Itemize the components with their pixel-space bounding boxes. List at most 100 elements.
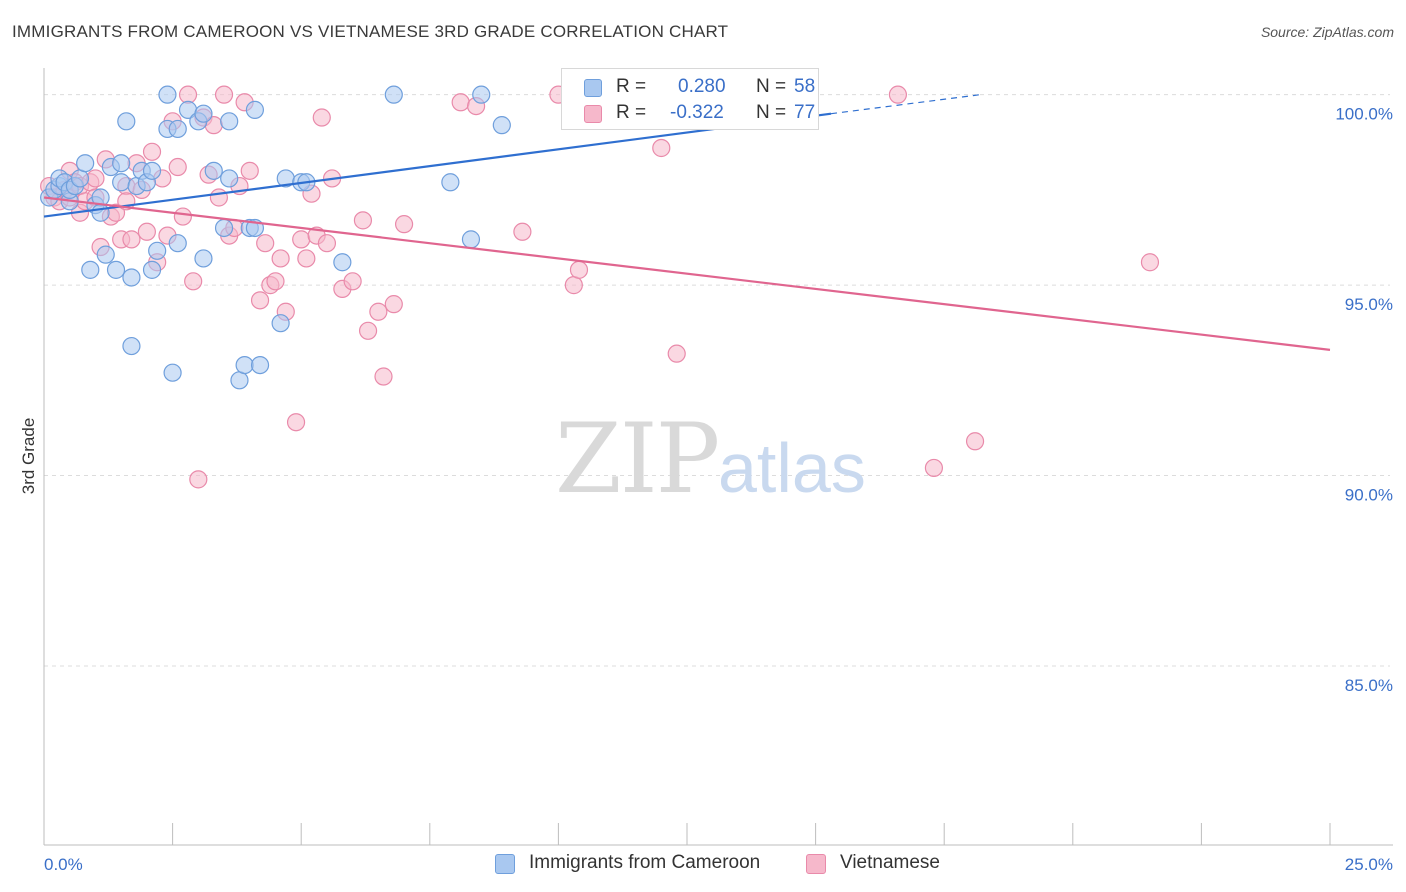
watermark: ZIP atlas xyxy=(555,403,866,515)
data-point xyxy=(369,302,388,321)
y-tick-label: 90.0% xyxy=(1345,486,1393,505)
data-point xyxy=(1140,253,1160,272)
data-point xyxy=(235,355,254,375)
trend-line xyxy=(43,112,832,218)
trend-lines xyxy=(43,94,1331,351)
data-point xyxy=(220,169,239,188)
x-tick-label: 0.0% xyxy=(44,855,83,874)
data-point xyxy=(230,371,249,390)
data-point xyxy=(271,249,290,268)
legend-swatch-blue xyxy=(584,79,602,97)
data-point xyxy=(924,458,944,478)
data-point xyxy=(194,104,213,123)
legend-r-value: 0.280 xyxy=(678,76,726,97)
data-point xyxy=(220,112,239,131)
data-point xyxy=(292,230,311,249)
data-point xyxy=(178,85,198,104)
data-point xyxy=(214,85,234,104)
data-point xyxy=(142,161,162,180)
data-point xyxy=(569,260,589,279)
series-cameroon xyxy=(40,85,799,390)
data-point xyxy=(441,173,460,192)
correlation-legend: R = 0.280 N = 58 R = -0.322 N = 77 xyxy=(561,68,819,130)
legend-n-value: 58 xyxy=(794,76,816,97)
data-point xyxy=(297,249,316,268)
source-label: Source: ZipAtlas.com xyxy=(1260,24,1394,40)
data-point xyxy=(266,272,285,291)
data-point xyxy=(189,470,208,489)
data-point xyxy=(86,169,105,188)
data-point xyxy=(168,234,187,253)
data-point xyxy=(184,272,203,291)
bottom-legend-label: Vietnamese xyxy=(840,852,940,873)
data-point xyxy=(240,161,259,180)
data-point xyxy=(250,291,270,310)
data-point xyxy=(81,260,100,279)
data-point xyxy=(271,314,290,333)
data-point xyxy=(106,260,126,279)
data-point xyxy=(70,169,90,188)
data-point xyxy=(142,142,162,161)
data-point xyxy=(394,215,414,234)
data-point xyxy=(112,154,131,173)
data-point xyxy=(122,268,141,287)
legend-r-label: R = xyxy=(616,76,647,97)
data-point xyxy=(250,355,270,375)
watermark-atlas: atlas xyxy=(718,429,866,507)
legend-r-label: R = xyxy=(616,102,647,123)
axes xyxy=(43,68,1393,846)
data-point xyxy=(245,100,265,119)
data-point xyxy=(158,85,177,104)
data-point xyxy=(472,85,491,104)
legend-swatch-pink xyxy=(584,105,602,123)
data-point xyxy=(461,230,481,249)
data-point xyxy=(384,85,403,104)
data-point xyxy=(204,161,223,180)
data-point xyxy=(117,112,136,131)
y-tick-label: 95.0% xyxy=(1345,295,1393,314)
data-point xyxy=(564,276,583,295)
data-point xyxy=(91,203,110,222)
data-point xyxy=(965,432,985,451)
bottom-legend-swatch-pink xyxy=(806,854,826,874)
data-point xyxy=(168,157,187,177)
data-point xyxy=(513,222,532,241)
data-point xyxy=(384,295,403,314)
y-tick-label: 100.0% xyxy=(1335,105,1393,124)
data-point xyxy=(112,173,131,192)
data-point xyxy=(317,234,337,253)
trend-line-extension xyxy=(830,94,981,115)
chart-title: IMMIGRANTS FROM CAMEROON VS VIETNAMESE 3… xyxy=(12,22,729,41)
data-point xyxy=(374,367,393,386)
data-point xyxy=(888,85,908,104)
data-point xyxy=(173,207,192,226)
data-point xyxy=(343,272,362,291)
data-point xyxy=(312,108,331,127)
data-point xyxy=(76,154,95,173)
y-axis-label: 3rd Grade xyxy=(19,418,38,495)
x-tick-label: 25.0% xyxy=(1345,855,1393,874)
data-point xyxy=(214,218,234,238)
data-point xyxy=(163,363,182,382)
data-point xyxy=(353,211,373,230)
data-point xyxy=(122,336,141,356)
data-point xyxy=(194,249,213,268)
data-point xyxy=(256,234,275,253)
data-point xyxy=(168,119,187,139)
bottom-legend-label: Immigrants from Cameroon xyxy=(529,852,761,873)
data-point xyxy=(286,413,306,432)
bottom-legend-swatch-blue xyxy=(495,854,515,874)
data-point xyxy=(148,241,167,260)
data-point xyxy=(122,230,141,249)
data-point xyxy=(451,93,470,112)
trend-line xyxy=(43,196,1331,351)
data-point xyxy=(667,344,686,363)
tick-labels: 100.0% 95.0% 90.0% 85.0% 0.0% 25.0% 3rd Grade xyxy=(19,105,1393,874)
data-point xyxy=(492,116,511,135)
data-point xyxy=(96,245,115,264)
data-point xyxy=(137,222,156,241)
data-point xyxy=(142,260,162,279)
data-point xyxy=(209,188,228,207)
y-tick-label: 85.0% xyxy=(1345,676,1393,695)
